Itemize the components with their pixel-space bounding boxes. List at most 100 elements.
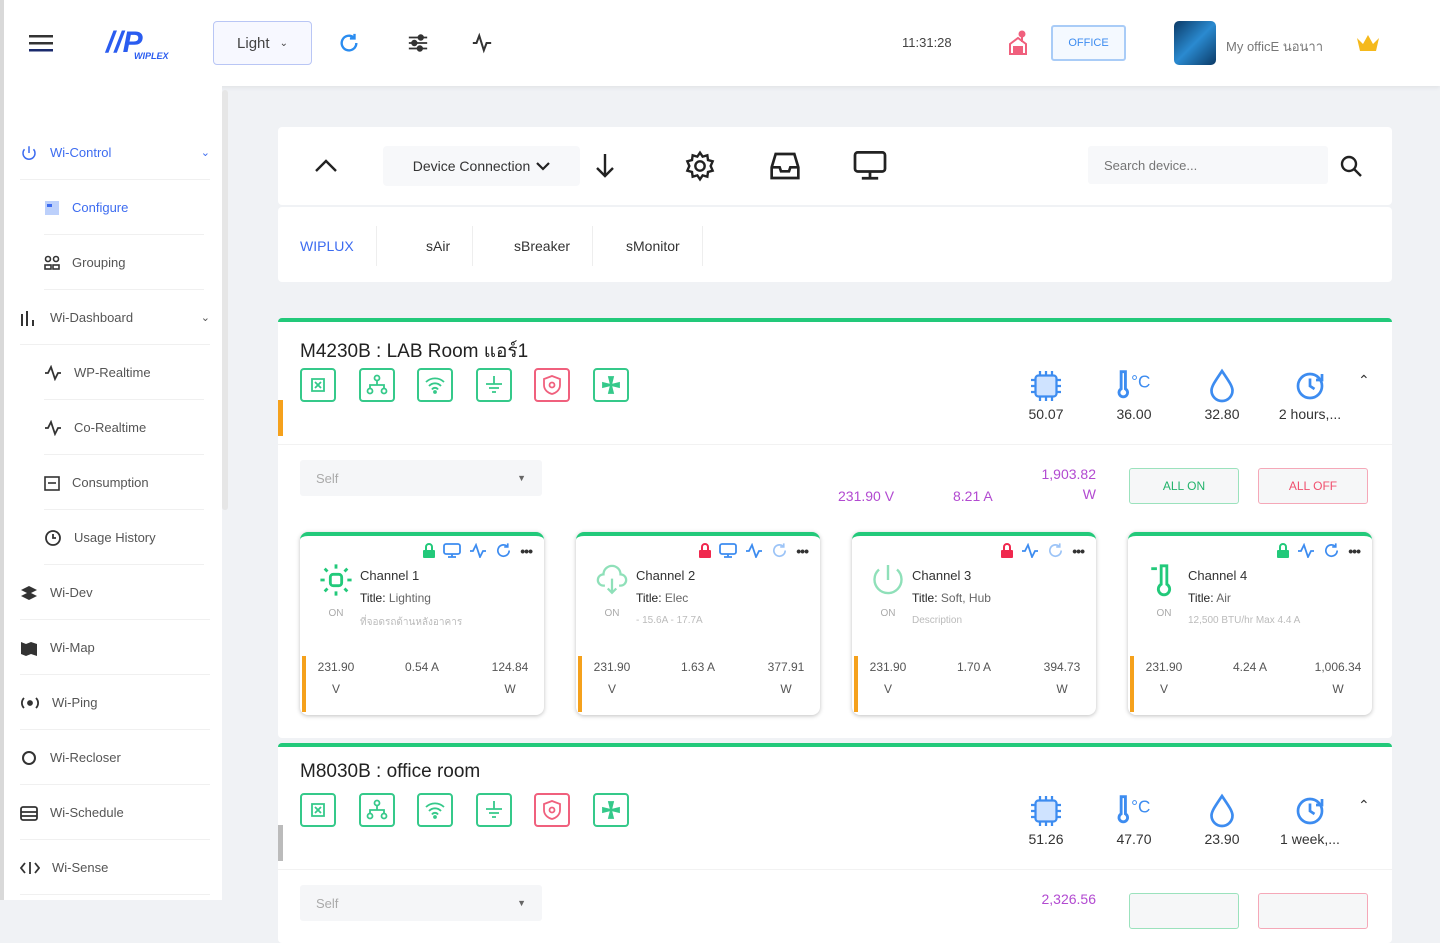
sidebar-item-wi-dev[interactable]: Wi-Dev [20,566,210,620]
all-on-button[interactable]: ALL ON [1129,468,1239,504]
more-icon[interactable]: ••• [520,542,533,559]
humidity-icon [1187,791,1257,831]
channel-name: Channel 2 [636,568,696,583]
sidebar-item-usage-history[interactable]: Usage History [44,511,204,565]
sidebar-item-wi-control[interactable]: Wi-Control ⌄ [20,126,210,180]
all-on-button[interactable] [1129,893,1239,929]
tab-sair[interactable]: sAir [404,226,474,266]
sidebar-item-wi-sense[interactable]: Wi-Sense [20,841,210,895]
monitor-icon[interactable] [443,543,462,558]
site-badge[interactable]: OFFICE [1051,25,1126,61]
more-icon[interactable]: ••• [1072,542,1085,559]
fan-status-icon[interactable] [592,368,629,402]
tab-wiplux[interactable]: WIPLUX [278,226,377,266]
sliders-icon[interactable] [405,30,431,56]
sidebar-item-wi-dashboard[interactable]: Wi-Dashboard ⌄ [20,291,210,345]
channel-card[interactable]: ••• ON Channel 2 Title: Elec - 15.6A - 1… [576,532,820,715]
menu-icon[interactable] [28,30,54,56]
sidebar-item-label: Wi-Dev [50,585,93,600]
chip-status-icon[interactable] [300,793,336,827]
sidebar-item-wi-map[interactable]: Wi-Map [20,621,210,675]
lock-icon[interactable] [1277,543,1290,558]
fan-status-icon[interactable] [592,793,629,827]
sidebar-item-wp-realtime[interactable]: WP-Realtime [44,346,204,400]
sidebar-item-wi-ping[interactable]: Wi-Ping [20,676,210,730]
lock-icon[interactable] [1001,543,1014,558]
lock-icon[interactable] [423,543,436,558]
sidebar-scrollbar[interactable] [222,90,228,510]
chevron-up-icon[interactable] [308,148,344,184]
all-off-button[interactable] [1258,893,1368,929]
sidebar-item-co-realtime[interactable]: Co-Realtime [44,401,204,455]
sun-icon[interactable] [318,562,354,598]
metric-value: 23.90 [1204,831,1240,847]
collapse-chevron-icon[interactable]: ⌃ [1358,372,1370,388]
cloud-download-icon[interactable] [594,562,630,598]
device-connection-dropdown[interactable]: Device Connection [383,146,580,186]
user-name[interactable]: My officE นอนาา [1226,39,1324,54]
voltage-unit: V [883,682,892,696]
channel-card[interactable]: ••• ON Channel 1 Title: Lighting ที่จอดร… [300,532,544,715]
all-off-button[interactable]: ALL OFF [1258,468,1368,504]
monitor-icon[interactable] [719,543,738,558]
shield-status-icon[interactable] [534,793,570,827]
uptime-icon [1275,791,1345,831]
total-power-value: 1,903.82 [1041,466,1097,482]
sidebar-item-consumption[interactable]: Consumption [44,456,204,510]
channel-card[interactable]: ••• ON Channel 4 Title: Air 12,500 BTU/h… [1128,532,1372,715]
tab-sbreaker[interactable]: sBreaker [492,226,594,266]
ground-status-icon[interactable] [475,793,512,827]
sidebar-item-wi-recloser[interactable]: Wi-Recloser [20,731,210,785]
refresh-icon[interactable] [336,30,362,56]
refresh-icon[interactable] [771,542,788,559]
refresh-icon[interactable] [1323,542,1340,559]
shield-status-icon[interactable] [534,368,570,402]
chevron-down-icon[interactable]: ⌄ [200,147,210,159]
gear-icon[interactable] [682,148,718,184]
mode-select[interactable]: Self ▼ [300,885,542,921]
lock-icon[interactable] [699,543,712,558]
device-metric: 1 week,... [1275,791,1345,847]
network-status-icon[interactable] [358,793,395,827]
mode-select[interactable]: Self ▼ [300,460,542,496]
sidebar-item-configure[interactable]: Configure [44,181,204,235]
channel-description: Description [912,615,963,626]
network-status-icon[interactable] [358,368,395,402]
channel-card[interactable]: ••• ON Channel 3 Title: Soft, Hub Descri… [852,532,1096,715]
svg-text:°C: °C [1131,796,1150,816]
sidebar-item-grouping[interactable]: Grouping [44,236,204,290]
ground-status-icon[interactable] [475,368,512,402]
chip-status-icon[interactable] [300,368,336,402]
status-bar [854,656,858,712]
theme-value: Light [237,34,270,52]
sidebar-item-label: Grouping [72,255,126,270]
collapse-chevron-icon[interactable]: ⌃ [1358,797,1370,813]
search-icon[interactable] [1333,148,1369,184]
power-icon[interactable] [870,562,906,598]
monitor-icon[interactable] [852,148,888,184]
pulse-icon [44,364,62,381]
avatar[interactable] [1174,21,1216,65]
home-alert-icon[interactable] [1005,30,1031,56]
wifi-status-icon[interactable] [417,793,453,827]
chevron-down-icon[interactable]: ⌄ [200,312,210,324]
sidebar-item-wi-schedule[interactable]: Wi-Schedule [20,786,210,840]
more-icon[interactable]: ••• [1348,542,1361,559]
thermometer-icon[interactable] [1146,562,1182,598]
power-icon [20,144,38,162]
more-icon[interactable]: ••• [796,542,809,559]
pulse-icon[interactable] [469,543,487,558]
pulse-icon[interactable] [745,543,763,558]
wiplex-logo[interactable]: //P WIPLEX [102,22,190,67]
refresh-icon[interactable] [495,542,512,559]
search-device-input[interactable] [1088,146,1328,184]
pulse-icon[interactable] [1297,543,1315,558]
inbox-icon[interactable] [767,148,803,184]
pulse-icon[interactable] [469,30,495,56]
theme-select[interactable]: Light ⌄ [213,21,312,65]
refresh-icon[interactable] [1047,542,1064,559]
tab-smonitor[interactable]: sMonitor [604,226,703,266]
sort-down-icon[interactable] [587,148,623,184]
wifi-status-icon[interactable] [417,368,453,402]
pulse-icon[interactable] [1021,543,1039,558]
